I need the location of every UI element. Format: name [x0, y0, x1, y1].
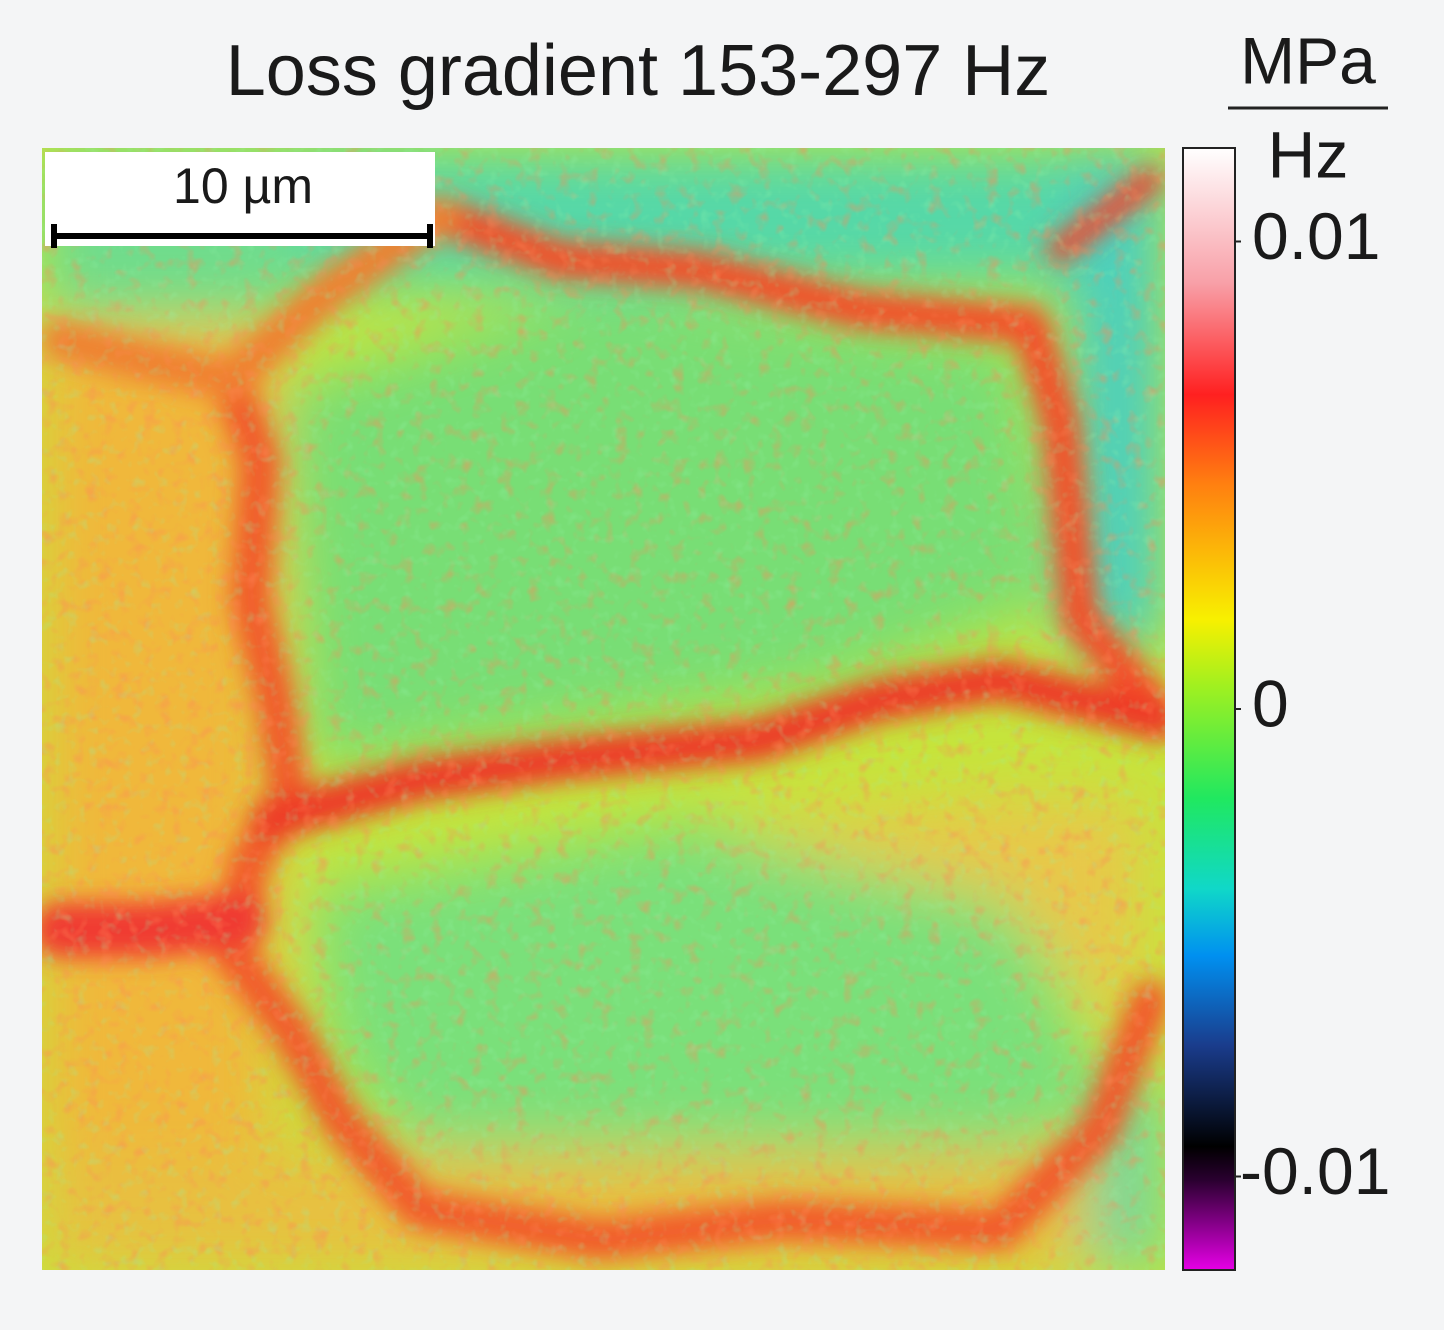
colorbar-tick-label: 0	[1252, 666, 1289, 740]
colorbar-tick-label: -0.01	[1240, 1134, 1390, 1208]
scale-bar-label: 10 µm	[173, 158, 313, 214]
colorbar-tick-label: 0.01	[1252, 199, 1380, 273]
title: Loss gradient 153-297 Hz	[226, 31, 1051, 111]
scale-bar-box	[45, 152, 435, 246]
colorbar	[1182, 147, 1236, 1271]
unit-numerator: MPa	[1240, 23, 1376, 97]
heatmap	[42, 148, 1165, 1270]
scale-bar	[51, 224, 433, 248]
unit-denominator: Hz	[1268, 117, 1349, 191]
